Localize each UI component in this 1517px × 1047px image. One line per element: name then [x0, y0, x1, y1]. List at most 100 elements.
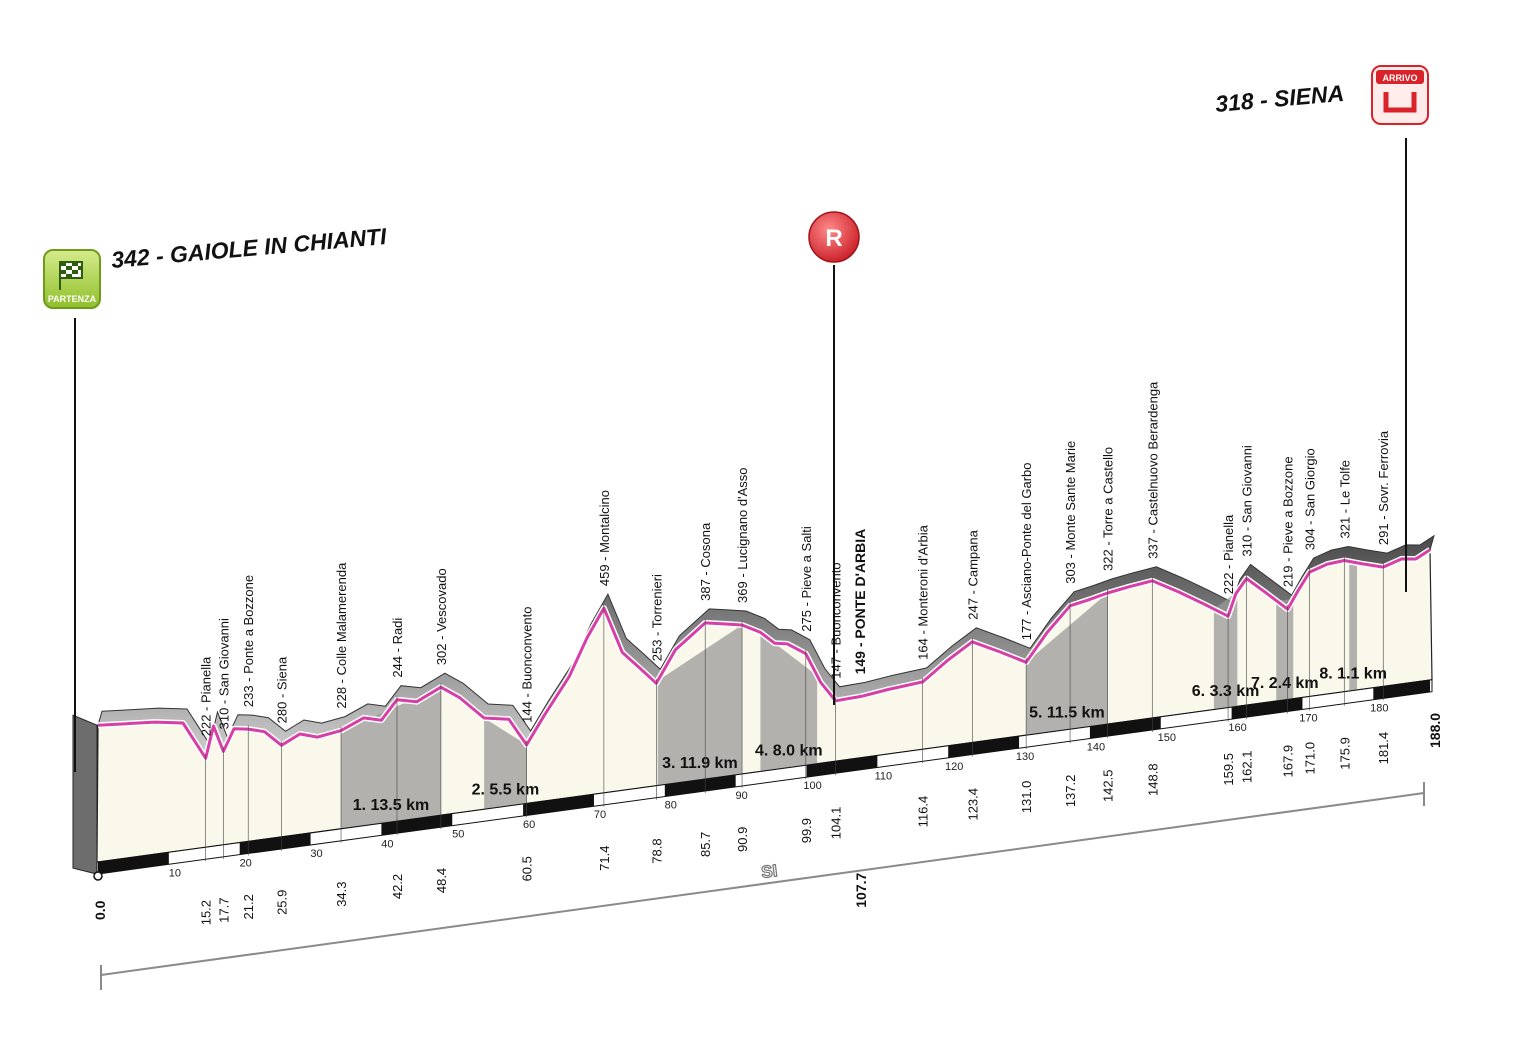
waypoint-km-label: 123.4: [965, 788, 980, 821]
sector-label: 8. 1.1 km: [1319, 666, 1387, 683]
sector-label: 1. 13.5 km: [353, 797, 430, 814]
feed-zone-label: R: [825, 225, 842, 252]
waypoint-label: 147 - Buonconvento: [829, 562, 844, 678]
waypoint-km-label: 78.8: [649, 838, 664, 863]
x-tick-label: 60: [523, 819, 535, 831]
route-line: [97, 548, 1431, 760]
x-tick-label: 120: [945, 761, 963, 773]
waypoint-label: 253 - Torrenieri: [649, 574, 664, 661]
waypoint-label: 337 - Castelnuovo Berardenga: [1145, 381, 1160, 559]
waypoint-label: 233 - Ponte a Bozzone: [241, 575, 256, 707]
x-tick-label: 70: [594, 809, 606, 821]
sector-label: 3. 11.9 km: [662, 755, 738, 772]
waypoint-km-label: 148.8: [1145, 763, 1160, 796]
waypoint-label: 275 - Pieve a Salti: [799, 526, 814, 632]
x-tick-label: 100: [803, 780, 821, 792]
finish-badge-label: ARRIVO: [1382, 73, 1417, 83]
x-tick-label: 40: [381, 838, 393, 850]
distance-strip-segment: [98, 852, 169, 874]
distance-strip-segment: [381, 813, 453, 836]
waypoint-km-label: 181.4: [1376, 732, 1391, 765]
waypoint-km-label: 21.2: [241, 894, 256, 919]
waypoint-label: 304 - San Giorgio: [1303, 448, 1318, 550]
waypoint-label: 310 - San Giovanni: [216, 618, 231, 729]
waypoint-label: 369 - Lucignano d'Asso: [735, 467, 750, 602]
distance-strip-segment: [664, 774, 736, 797]
waypoint-km-label: 85.7: [698, 832, 713, 857]
x-tick-label: 80: [665, 800, 677, 812]
x-tick-label: 10: [169, 867, 181, 879]
waypoint-km-label: 167.9: [1281, 745, 1296, 778]
waypoint-label: 244 - Radi: [390, 618, 405, 678]
terrain-layer: 1. 13.5 km 2. 5.5 km 3. 11.9 km 4. 8.0 km 5.…: [72, 547, 1433, 875]
x-tick-label: 140: [1087, 741, 1105, 753]
footer-label: SI: [760, 861, 778, 882]
x-tick-label: 90: [736, 790, 748, 802]
sector-label: 7. 2.4 km: [1251, 675, 1319, 692]
terrain-side-face: [72, 714, 98, 875]
waypoint-label: 459 - Montalcino: [597, 490, 612, 586]
axis-layer: 10 20 30 40 50 60 70 80 90 100 110 120 130 140 150 160 1…: [92, 679, 1443, 990]
waypoint-km-label: 116.4: [916, 796, 931, 828]
finish-title: 318 - SIENA: [1214, 80, 1345, 117]
x-tick-label: 110: [875, 771, 893, 783]
waypoint-km-label: 90.9: [735, 827, 750, 852]
x-tick-label: 150: [1158, 732, 1176, 744]
sector-label: 4. 8.0 km: [755, 743, 823, 760]
feed-zone-icon: [808, 211, 860, 263]
waypoint-km-label: 159.5: [1221, 753, 1236, 786]
waypoint-label: 321 - Le Tolfe: [1337, 460, 1352, 539]
waypoint-km-label: 60.5: [520, 856, 535, 881]
waypoint-km-label: 48.4: [434, 868, 449, 893]
x-tick-label: 30: [310, 848, 322, 860]
sector-band: [1026, 592, 1108, 736]
waypoint-label: 247 - Campana: [965, 529, 980, 619]
waypoint-label: 177 - Asciano-Ponte del Garbo: [1019, 463, 1034, 641]
waypoint-label: 222 - Pianella: [1221, 514, 1236, 594]
waypoint-km-label: 25.9: [275, 890, 290, 915]
sector-band: [760, 632, 818, 772]
waypoint-label: 322 - Torre a Castello: [1101, 447, 1116, 571]
sector-band: [484, 717, 527, 810]
sector-band: [657, 624, 743, 786]
x-tick-label: 50: [452, 829, 464, 841]
waypoint-km-label: 34.3: [334, 881, 349, 906]
distance-strip-segment: [1231, 697, 1303, 720]
start-km-label: 0.0: [92, 900, 108, 920]
waypoint-label-layer: 107.7 149 - PONTE D'ARBIA 222 - Pianella 15…: [199, 381, 1392, 925]
x-tick-label: 130: [1016, 751, 1034, 763]
x-tick-label: 20: [240, 858, 252, 870]
start-point-icon: [93, 871, 103, 881]
waypoint-label: 310 - San Giovanni: [1239, 445, 1254, 556]
x-tick-label: 180: [1370, 703, 1388, 715]
waypoint-km-label: 137.2: [1063, 775, 1078, 808]
finish-badge-banner: [1376, 70, 1424, 84]
waypoint-km-label: 142.5: [1101, 770, 1116, 803]
start-title: 342 - GAIOLE IN CHIANTI: [110, 223, 388, 273]
checkered-flag-pattern: [60, 262, 82, 278]
distance-strip-segment: [239, 832, 311, 855]
waypoint-km-label: 171.0: [1303, 742, 1318, 775]
waypoint-km-label: 131.0: [1019, 781, 1034, 814]
feed-zone-km-label: 107.7: [853, 872, 869, 907]
sector-label: 6. 3.3 km: [1192, 683, 1260, 700]
waypoint-label: 280 - Siena: [275, 656, 290, 723]
waypoint-km-label: 104.1: [829, 807, 844, 840]
waypoint-label: 303 - Monte Sante Marie: [1063, 441, 1078, 584]
waypoint-label: 387 - Cosona: [698, 522, 713, 601]
sector-band: [1349, 561, 1358, 692]
waypoint-label: 219 - Pieve a Bozzone: [1281, 456, 1296, 587]
waypoint-km-label: 71.4: [597, 846, 612, 871]
waypoint-km-label: 15.2: [199, 900, 214, 925]
waypoint-km-label: 42.2: [390, 874, 405, 899]
waypoint-label: 291 - Sovr. Ferrovia: [1376, 430, 1391, 545]
waypoint-km-label: 17.7: [216, 898, 231, 923]
x-tick-label: 160: [1228, 722, 1246, 734]
finish-km-label: 188.0: [1427, 713, 1443, 748]
sector-band: [1276, 599, 1294, 702]
x-tick-label: 170: [1299, 712, 1317, 724]
waypoint-label: 222 - Pianella: [199, 656, 214, 736]
sector-band: [341, 687, 441, 829]
